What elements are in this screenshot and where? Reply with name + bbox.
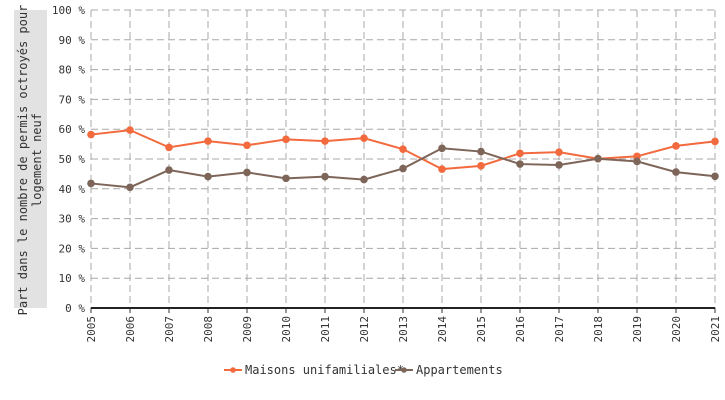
data-point bbox=[438, 144, 446, 153]
x-axis-ticks: 2005 2006 2007 2008 2009 2010 2011 2012 2013 2014… bbox=[85, 308, 722, 343]
data-point bbox=[555, 161, 563, 169]
data-point bbox=[282, 174, 290, 183]
data-point bbox=[321, 137, 329, 145]
data-point bbox=[87, 130, 95, 139]
series-2 bbox=[87, 144, 719, 192]
y-tick-label: 60 % bbox=[59, 123, 86, 136]
data-point bbox=[711, 172, 719, 181]
y-axis-title-background bbox=[14, 10, 47, 308]
data-point bbox=[243, 141, 251, 150]
legend-swatch-marker bbox=[401, 367, 407, 373]
data-point bbox=[165, 166, 173, 174]
y-tick-label: 20 % bbox=[59, 242, 86, 255]
series-1 bbox=[87, 126, 719, 173]
y-tick-label: 100 % bbox=[52, 4, 85, 17]
y-tick-label: 30 % bbox=[59, 213, 86, 226]
data-point bbox=[633, 157, 641, 166]
legend-label: Appartements bbox=[416, 363, 503, 377]
x-tick-label: 2006 bbox=[124, 316, 137, 343]
x-tick-label: 2014 bbox=[436, 316, 449, 343]
y-tick-label: 0 % bbox=[65, 302, 85, 315]
data-point bbox=[360, 134, 368, 142]
legend-label: Maisons unifamiliales* bbox=[245, 363, 404, 377]
x-tick-label: 2019 bbox=[631, 316, 644, 343]
data-point bbox=[204, 172, 212, 181]
data-point bbox=[126, 183, 134, 192]
data-point bbox=[243, 168, 251, 177]
data-point bbox=[516, 160, 524, 168]
x-tick-label: 2012 bbox=[358, 316, 371, 343]
x-tick-label: 2011 bbox=[319, 316, 332, 343]
data-point bbox=[204, 137, 212, 145]
data-point bbox=[282, 135, 290, 144]
y-axis-title-line-1: Part dans le nombre de permis octroyés p… bbox=[16, 5, 30, 316]
y-tick-label: 90 % bbox=[59, 34, 86, 47]
data-point bbox=[126, 126, 134, 134]
y-tick-label: 50 % bbox=[59, 153, 86, 166]
x-tick-label: 2009 bbox=[241, 316, 254, 343]
data-point bbox=[477, 147, 485, 156]
data-point bbox=[516, 149, 524, 158]
data-point bbox=[672, 168, 680, 176]
data-point bbox=[672, 142, 680, 150]
y-tick-label: 80 % bbox=[59, 64, 86, 77]
data-point bbox=[360, 175, 368, 184]
data-point bbox=[165, 143, 173, 152]
data-point bbox=[87, 179, 95, 188]
x-tick-label: 2015 bbox=[475, 316, 488, 343]
x-tick-label: 2021 bbox=[709, 316, 722, 343]
x-tick-label: 2020 bbox=[670, 316, 683, 343]
y-tick-label: 70 % bbox=[59, 93, 86, 106]
data-point bbox=[477, 162, 485, 170]
x-tick-label: 2007 bbox=[163, 316, 176, 343]
x-tick-label: 2010 bbox=[280, 316, 293, 343]
x-tick-label: 2016 bbox=[514, 316, 527, 343]
legend: Maisons unifamiliales* Appartements bbox=[224, 363, 503, 377]
data-point bbox=[555, 148, 563, 156]
data-point bbox=[321, 172, 329, 181]
data-point bbox=[711, 137, 719, 146]
data-point bbox=[399, 164, 407, 173]
data-point bbox=[399, 145, 407, 153]
x-tick-label: 2018 bbox=[592, 316, 605, 343]
series bbox=[87, 126, 719, 192]
y-axis-title-line-2: logement neuf bbox=[30, 113, 44, 207]
y-tick-label: 40 % bbox=[59, 183, 86, 196]
y-tick-label: 10 % bbox=[59, 272, 86, 285]
data-point bbox=[438, 165, 446, 173]
y-axis-ticks: 0 % 10 % 20 % 30 % 40 % 50 % 60 % 70 % 80 % 90 % 1… bbox=[52, 4, 85, 315]
x-tick-label: 2013 bbox=[397, 316, 410, 343]
x-tick-label: 2017 bbox=[553, 316, 566, 343]
legend-swatch-marker bbox=[230, 367, 236, 373]
data-point bbox=[594, 154, 602, 163]
gridlines bbox=[90, 9, 716, 308]
x-tick-label: 2008 bbox=[202, 316, 215, 343]
x-tick-label: 2005 bbox=[85, 316, 98, 343]
